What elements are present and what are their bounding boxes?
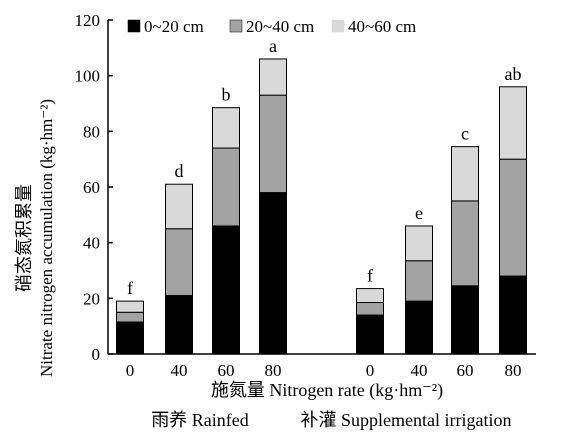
x-tick-label: 60: [218, 361, 235, 380]
bar-segment: [116, 300, 144, 313]
y-axis-title-cn: 硝态氮积累量: [14, 184, 35, 292]
legend: 0~20 cm 20~40 cm 40~60 cm: [127, 17, 416, 36]
significance-letter: e: [415, 203, 423, 223]
bar-segment: [212, 147, 240, 227]
significance-letter: ab: [505, 64, 522, 84]
bar-segment: [116, 311, 144, 323]
bar-segment: [405, 225, 433, 262]
x-tick-label: 60: [457, 361, 474, 380]
bar-segment: [356, 314, 384, 355]
y-axis-title: 硝态氮积累量: [14, 184, 35, 292]
x-tick-label: 0: [366, 361, 375, 380]
y-ticks: 0 20 40 60 80 100 120: [75, 11, 113, 364]
bar-segment: [165, 295, 193, 355]
y-tick-label: 20: [83, 289, 100, 308]
x-tick-label: 0: [126, 361, 135, 380]
significance-letter: d: [175, 161, 184, 181]
bars: [116, 58, 527, 355]
legend-swatch: [331, 19, 345, 33]
legend-swatch: [127, 19, 141, 33]
x-tick-label: 80: [265, 361, 282, 380]
x-tick-label: 80: [505, 361, 522, 380]
bar-segment: [259, 192, 287, 355]
legend-swatch: [229, 19, 243, 33]
bar-segment: [212, 107, 240, 149]
bar-segment: [451, 146, 479, 202]
y-tick-label: 80: [83, 122, 100, 141]
bar-segment: [212, 225, 240, 355]
bar-segment: [116, 321, 144, 355]
y-tick-label: 0: [92, 345, 101, 364]
significance-letter: f: [367, 266, 373, 286]
legend-label: 20~40 cm: [246, 17, 314, 36]
bar-segment: [405, 260, 433, 302]
bar-segment: [356, 302, 384, 316]
x-tick-label: 40: [171, 361, 188, 380]
legend-label: 0~20 cm: [144, 17, 204, 36]
group-label: 补灌 Supplemental irrigation: [301, 410, 512, 430]
bar-segment: [259, 94, 287, 194]
y-tick-label: 100: [75, 67, 101, 86]
bar-segment: [499, 158, 527, 277]
y-tick-label: 40: [83, 234, 100, 253]
legend-label: 40~60 cm: [348, 17, 416, 36]
bar-segment: [499, 86, 527, 160]
bar-segment: [405, 300, 433, 355]
bar-segment: [451, 285, 479, 355]
y-tick-label: 120: [75, 11, 101, 30]
bar-segment: [259, 58, 287, 96]
bar-labels: f 0 d 40 b 60 a 80 f 0 e 40 c 60 ab 80: [126, 36, 522, 380]
significance-letter: a: [269, 36, 277, 56]
bar-segment: [499, 275, 527, 355]
y-tick-label: 60: [83, 178, 100, 197]
y-axis-title-en: Nitrate nitrogen accumulation (kg·hm⁻²): [37, 99, 56, 377]
bar-segment: [165, 183, 193, 230]
bar-segment: [165, 228, 193, 297]
significance-letter: f: [127, 278, 133, 298]
x-axis-title: 施氮量 Nitrogen rate (kg·hm⁻²): [211, 380, 443, 401]
bar-segment: [451, 200, 479, 287]
significance-letter: b: [222, 85, 231, 105]
group-labels: 雨养 Rainfed 补灌 Supplemental irrigation: [151, 410, 511, 430]
x-tick-label: 40: [411, 361, 428, 380]
group-label: 雨养 Rainfed: [151, 410, 248, 430]
y-axis-title-en-group: Nitrate nitrogen accumulation (kg·hm⁻²): [37, 99, 56, 377]
significance-letter: c: [461, 124, 469, 144]
bar-segment: [356, 288, 384, 304]
